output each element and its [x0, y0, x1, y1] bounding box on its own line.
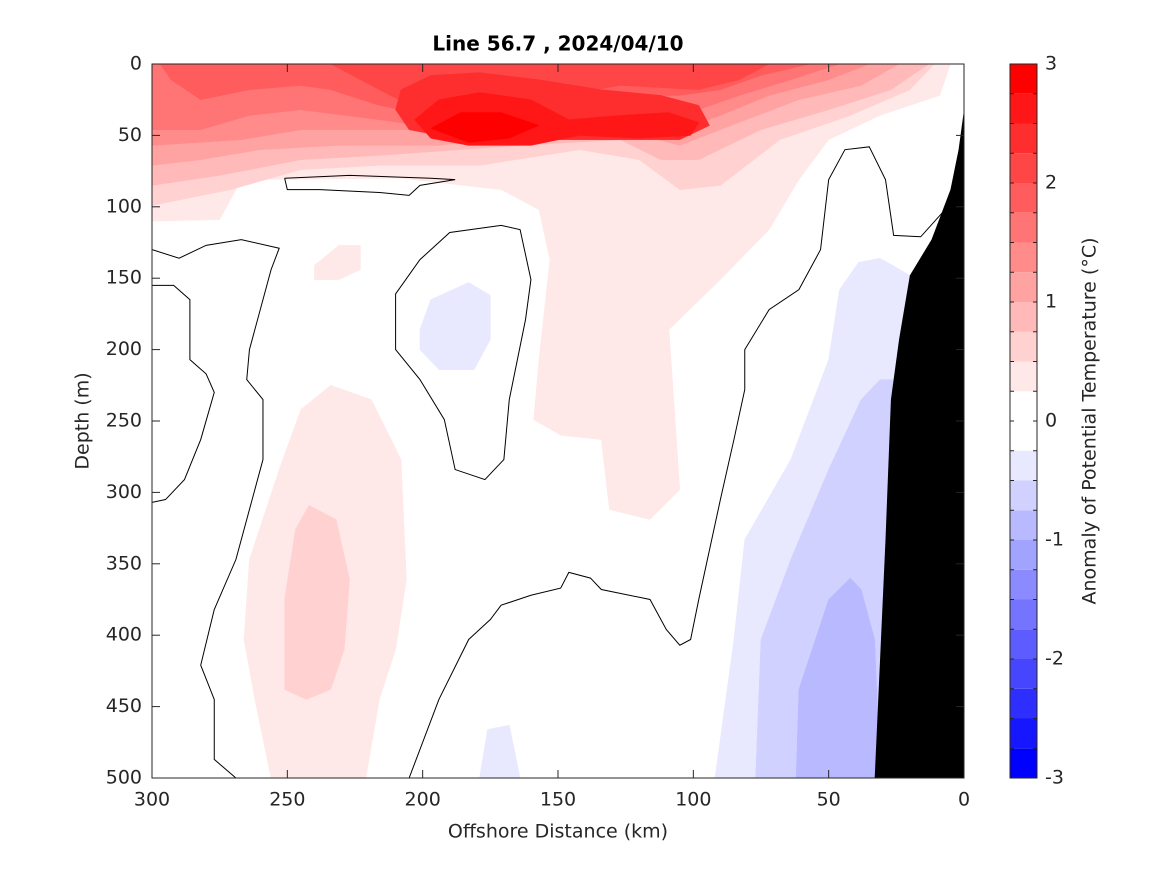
colorbar-band: [1010, 510, 1037, 540]
x-tick-label: 250: [269, 789, 305, 811]
y-tick-label: 100: [106, 195, 142, 217]
contour-region: [314, 245, 361, 280]
y-tick-label: 150: [106, 267, 142, 289]
colorbar-band: [1010, 450, 1037, 481]
colorbar-label: Anomaly of Potential Temperature (°C): [1079, 238, 1101, 605]
contour-line: [284, 174, 456, 196]
colorbar-band: [1010, 361, 1037, 392]
colorbar-tick-label: 3: [1045, 53, 1057, 75]
colorbar-tick-label: 0: [1045, 410, 1057, 432]
colorbar-tick-label: 2: [1045, 172, 1057, 194]
contour-region: [419, 282, 491, 370]
y-tick-label: 250: [106, 410, 142, 432]
colorbar-band: [1010, 153, 1037, 183]
y-tick-label: 0: [130, 53, 142, 75]
x-tick-label: 100: [675, 789, 711, 811]
contour-region: [152, 64, 951, 520]
colorbar-band: [1010, 123, 1037, 154]
colorbar-band: [1010, 748, 1037, 778]
colorbar-tick-label: 1: [1045, 291, 1057, 313]
y-axis-label: Depth (m): [72, 372, 94, 469]
colorbar-band: [1010, 272, 1037, 302]
colorbar-band: [1010, 421, 1037, 451]
colorbar-band: [1010, 659, 1037, 689]
chart-title: Line 56.7 , 2024/04/10: [432, 32, 683, 56]
colorbar-band: [1010, 183, 1037, 213]
y-tick-label: 200: [106, 338, 142, 360]
colorbar-band: [1010, 718, 1037, 749]
x-tick-label: 50: [817, 789, 841, 811]
colorbar-band: [1010, 391, 1037, 421]
x-axis-label: Offshore Distance (km): [448, 821, 668, 843]
y-tick-label: 50: [118, 124, 142, 146]
contour-region: [284, 504, 350, 700]
colorbar-tick-label: -2: [1045, 648, 1064, 670]
colorbar-band: [1010, 302, 1037, 332]
colorbar-band: [1010, 331, 1037, 362]
y-tick-label: 400: [106, 624, 142, 646]
colorbar-band: [1010, 93, 1037, 124]
contour-region: [430, 112, 540, 143]
contour-line: [408, 146, 946, 778]
plot-area: [152, 64, 964, 778]
x-tick-label: 200: [405, 789, 441, 811]
colorbar-band: [1010, 480, 1037, 511]
x-tick-label: 150: [540, 789, 576, 811]
colorbar-band: [1010, 540, 1037, 570]
y-tick-label: 500: [106, 767, 142, 789]
bathymetry: [874, 109, 964, 778]
y-tick-label: 300: [106, 481, 142, 503]
colorbar-band: [1010, 599, 1037, 630]
colorbar-band: [1010, 64, 1037, 94]
x-tick-label: 300: [134, 789, 170, 811]
colorbar-band: [1010, 242, 1037, 273]
colorbar-band: [1010, 569, 1037, 600]
y-tick-label: 350: [106, 552, 142, 574]
colorbar-band: [1010, 688, 1037, 719]
contour-line: [152, 284, 215, 503]
colorbar-tick-label: -1: [1045, 529, 1064, 551]
colorbar-frame: [1009, 63, 1038, 779]
contour-line: [152, 239, 280, 778]
x-tick-label: 0: [958, 789, 970, 811]
colorbar-tick-label: -3: [1045, 767, 1064, 789]
y-tick-label: 450: [106, 695, 142, 717]
contour-region: [479, 724, 521, 778]
colorbar-band: [1010, 212, 1037, 243]
contour-line: [395, 224, 532, 481]
colorbar-band: [1010, 629, 1037, 659]
